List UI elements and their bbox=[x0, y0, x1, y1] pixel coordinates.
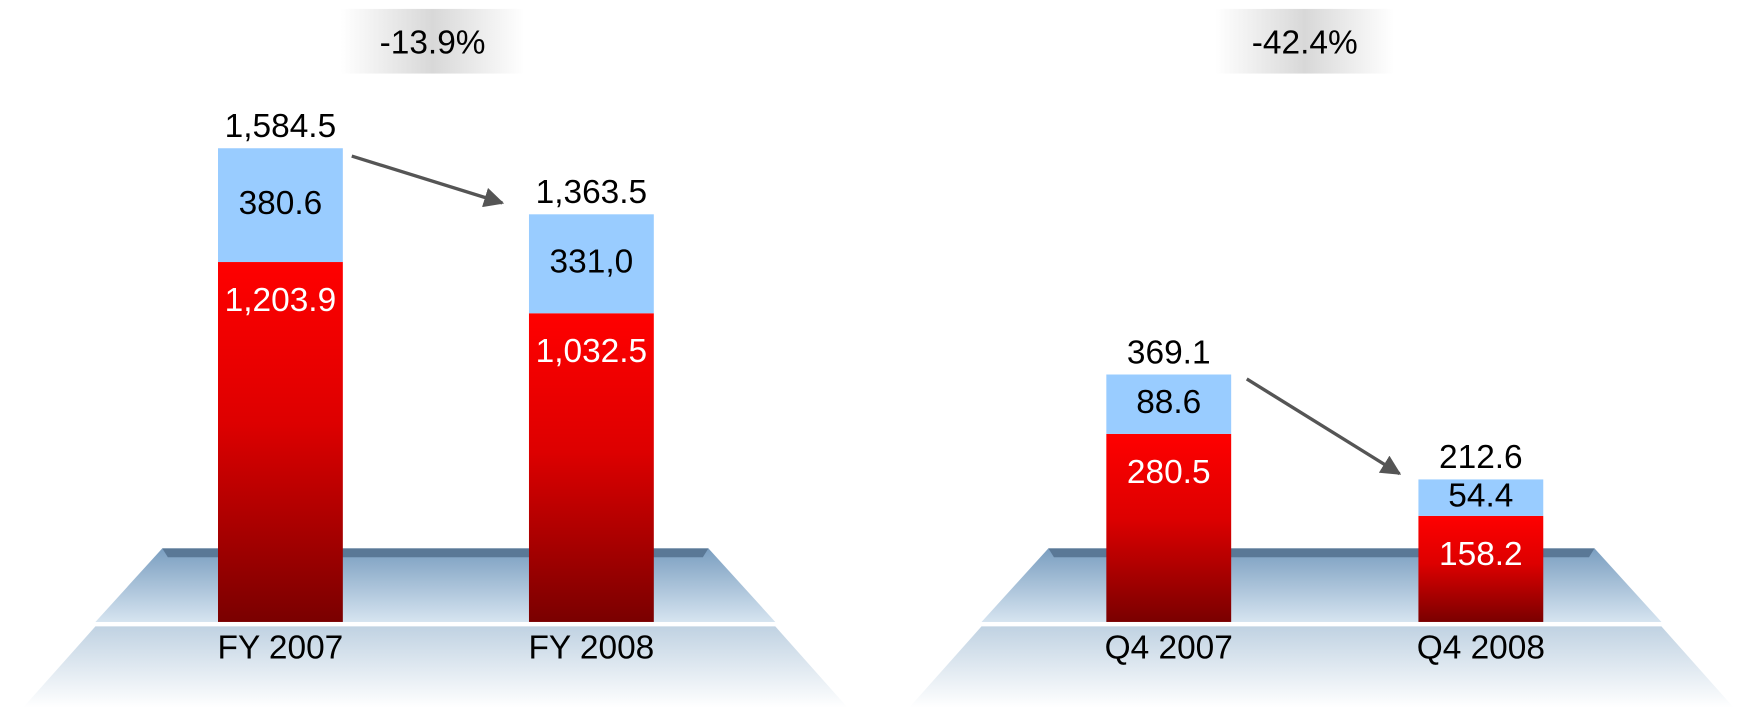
data-label: 1,032.5 bbox=[536, 333, 648, 370]
arrow bbox=[351, 154, 505, 208]
bar-segment bbox=[218, 262, 343, 622]
bar-segment bbox=[1106, 433, 1232, 622]
data-label: 280.5 bbox=[1127, 454, 1211, 491]
bar-segment bbox=[1418, 479, 1544, 516]
total-label: 369.1 bbox=[1127, 334, 1211, 371]
total-label: 212.6 bbox=[1439, 439, 1523, 476]
arrow bbox=[1245, 377, 1402, 476]
data-label: 158.2 bbox=[1439, 536, 1523, 573]
bar-segment bbox=[528, 214, 654, 314]
data-label: 54.4 bbox=[1448, 477, 1513, 514]
total-label: 1,584.5 bbox=[225, 108, 337, 145]
x-tick-label: Q4 2007 bbox=[1105, 630, 1233, 667]
data-label: 1,203.9 bbox=[225, 282, 337, 319]
change-box bbox=[340, 8, 525, 74]
x-tick-label: FY 2007 bbox=[218, 630, 344, 667]
bar-segment bbox=[528, 313, 654, 622]
change-label: -13.9% bbox=[380, 24, 486, 61]
bar-segment bbox=[1106, 374, 1232, 434]
data-label: 88.6 bbox=[1136, 384, 1201, 421]
total-label: 1,363.5 bbox=[536, 174, 648, 211]
data-label: 380.6 bbox=[239, 185, 323, 222]
x-tick-label: FY 2008 bbox=[529, 630, 655, 667]
x-tick-label: Q4 2008 bbox=[1417, 630, 1545, 667]
change-label: -42.4% bbox=[1252, 24, 1358, 61]
bar-segment bbox=[218, 148, 343, 263]
bar-segment bbox=[1418, 515, 1544, 622]
change-box bbox=[1215, 8, 1394, 74]
data-label: 331,0 bbox=[550, 244, 634, 281]
